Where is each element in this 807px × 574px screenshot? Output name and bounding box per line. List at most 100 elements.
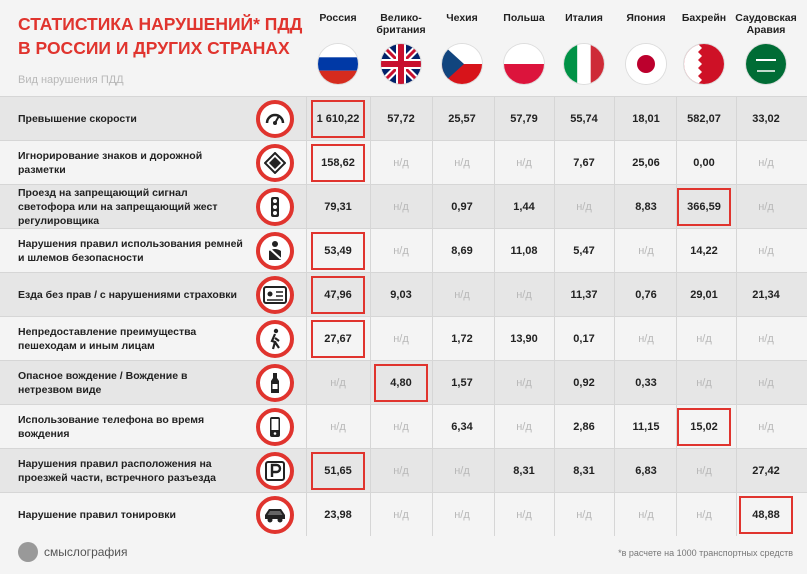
country-label-bahrain: Бахрейн: [681, 12, 727, 24]
parking-icon: [256, 452, 294, 490]
value-cell-italy: 0,17: [573, 333, 595, 345]
value-cell-russia: 1 610,22: [316, 113, 360, 125]
value-cell-saudi-arabia: н/д: [758, 421, 774, 433]
highlight-frame: [311, 144, 365, 182]
value-cell-czech: н/д: [454, 465, 470, 477]
value-cell-japan: н/д: [638, 509, 654, 521]
value-cell-bahrain: 29,01: [690, 289, 718, 301]
footnote: *в расчете на 1000 транспортных средств: [618, 548, 793, 558]
value-cell-russia: 27,67: [324, 333, 352, 345]
value-cell-poland: 1,44: [513, 201, 535, 213]
value-cell-czech: 8,69: [451, 245, 473, 257]
value-cell-uk: н/д: [393, 465, 409, 477]
country-label-uk: Велико-британия: [376, 12, 426, 36]
highlight-frame: [311, 100, 365, 138]
value-cell-poland: 57,79: [510, 113, 538, 125]
value-cell-bahrain: н/д: [696, 465, 712, 477]
value-cell-poland: н/д: [516, 377, 532, 389]
table-row: Использование телефона во время вождения…: [0, 404, 807, 448]
table-row: Езда без прав / с нарушениями страховки 4…: [0, 272, 807, 316]
value-cell-uk: н/д: [393, 421, 409, 433]
country-label-saudi-arabia: Саудовская Аравия: [735, 12, 797, 36]
value-cell-japan: 6,83: [635, 465, 657, 477]
highlight-frame: [677, 188, 731, 226]
value-cell-japan: 0,33: [635, 377, 657, 389]
country-label-poland: Польша: [503, 12, 545, 24]
value-cell-bahrain: 0,00: [693, 157, 715, 169]
violation-label: Опасное вождение / Вождение в нетрезвом …: [18, 369, 188, 396]
value-cell-russia: н/д: [330, 421, 346, 433]
column-divider: [370, 96, 371, 536]
value-cell-italy: 55,74: [570, 113, 598, 125]
table-row: Превышение скорости 1 610,22 57,72 25,57 57,…: [0, 96, 807, 140]
value-cell-bahrain: н/д: [696, 509, 712, 521]
highlight-frame: [311, 320, 365, 358]
value-cell-czech: 1,57: [451, 377, 473, 389]
value-cell-poland: н/д: [516, 509, 532, 521]
violation-label: Нарушение правил тонировки: [18, 508, 176, 521]
value-cell-saudi-arabia: н/д: [758, 245, 774, 257]
road-sign-icon: [256, 144, 294, 182]
value-cell-japan: 18,01: [632, 113, 660, 125]
column-divider: [614, 96, 615, 536]
country-label-czech: Чехия: [446, 12, 478, 24]
value-cell-italy: н/д: [576, 509, 592, 521]
column-divider: [554, 96, 555, 536]
value-cell-uk: н/д: [393, 157, 409, 169]
value-cell-poland: 11,08: [510, 245, 538, 257]
value-cell-saudi-arabia: н/д: [758, 377, 774, 389]
value-cell-saudi-arabia: 48,88: [752, 509, 780, 521]
value-cell-japan: 8,83: [635, 201, 657, 213]
table-row: Непредоставление преимущества пешеходам …: [0, 316, 807, 360]
flag-japan-icon: [626, 44, 666, 84]
flag-russia-icon: [318, 44, 358, 84]
column-divider: [736, 96, 737, 536]
pedestrian-icon: [256, 320, 294, 358]
value-cell-japan: 11,15: [632, 421, 660, 433]
value-cell-czech: 25,57: [448, 113, 476, 125]
violation-label: Езда без прав / с нарушениями страховки: [18, 288, 238, 301]
value-cell-italy: н/д: [576, 201, 592, 213]
country-label-russia: Россия: [319, 12, 357, 24]
bottle-icon: [256, 364, 294, 402]
value-cell-russia: 158,62: [321, 157, 355, 169]
brand-logo: смыслография: [18, 542, 127, 562]
highlight-frame: [311, 452, 365, 490]
violation-label: Нарушения правил использования ремней и …: [18, 237, 243, 264]
column-header-violation-type: Вид нарушения ПДД: [18, 74, 124, 86]
flag-uk-icon: [381, 44, 421, 84]
phone-icon: [256, 408, 294, 446]
value-cell-russia: 23,98: [324, 509, 352, 521]
value-cell-czech: 6,34: [451, 421, 473, 433]
highlight-frame: [677, 408, 731, 446]
flag-czech-icon: [442, 44, 482, 84]
value-cell-uk: н/д: [393, 333, 409, 345]
flag-bahrain-icon: [684, 44, 724, 84]
value-cell-uk: 57,72: [387, 113, 415, 125]
violation-label: Проезд на запрещающий сигнал светофора и…: [18, 186, 218, 227]
value-cell-russia: 79,31: [324, 201, 352, 213]
country-label-japan: Япония: [626, 12, 666, 24]
violation-label: Нарушения правил расположения на проезже…: [18, 457, 216, 484]
value-cell-italy: 11,37: [570, 289, 598, 301]
value-cell-bahrain: 366,59: [687, 201, 721, 213]
value-cell-saudi-arabia: н/д: [758, 201, 774, 213]
value-cell-uk: 4,80: [390, 377, 412, 389]
value-cell-saudi-arabia: н/д: [758, 157, 774, 169]
value-cell-bahrain: н/д: [696, 377, 712, 389]
value-cell-uk: н/д: [393, 245, 409, 257]
value-cell-italy: 5,47: [573, 245, 595, 257]
value-cell-italy: 8,31: [573, 465, 595, 477]
column-divider: [494, 96, 495, 536]
value-cell-saudi-arabia: н/д: [758, 333, 774, 345]
table-row: Игнорирование знаков и дорожной разметки…: [0, 140, 807, 184]
value-cell-czech: н/д: [454, 157, 470, 169]
value-cell-poland: н/д: [516, 421, 532, 433]
logo-text: смыслография: [44, 545, 128, 559]
value-cell-poland: н/д: [516, 289, 532, 301]
highlight-frame: [374, 364, 428, 402]
flag-italy-icon: [564, 44, 604, 84]
country-label-italy: Италия: [565, 12, 603, 24]
page-title: СТАТИСТИКА НАРУШЕНИЙ* ПДД В РОССИИ И ДРУ…: [18, 14, 303, 58]
table-row: Опасное вождение / Вождение в нетрезвом …: [0, 360, 807, 404]
